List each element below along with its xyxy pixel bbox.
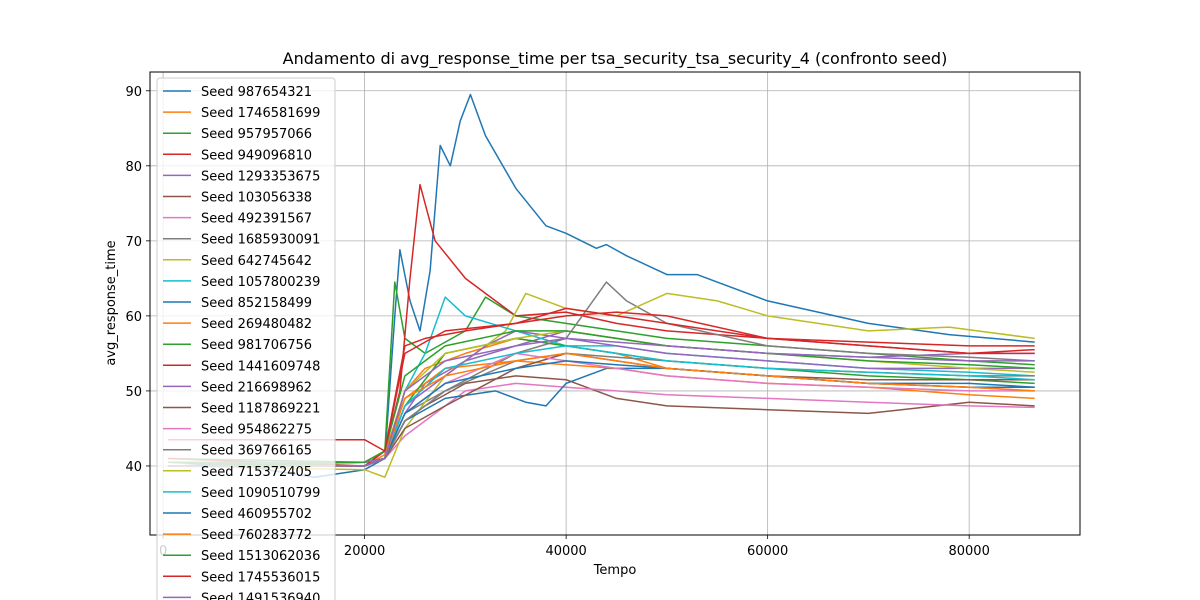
y-tick-label: 80 bbox=[125, 160, 142, 175]
series-lines bbox=[168, 93, 1035, 478]
series-line bbox=[168, 307, 1035, 452]
legend-entry: Seed 1293353675 bbox=[201, 169, 320, 184]
y-axis-label: avg_response_time bbox=[104, 240, 119, 365]
legend-entry: Seed 1090510799 bbox=[201, 486, 320, 501]
legend-entry: Seed 1746581699 bbox=[201, 106, 320, 121]
legend-entry: Seed 103056338 bbox=[201, 191, 312, 206]
legend-entry: Seed 492391567 bbox=[201, 212, 312, 227]
y-axis: 40 50 60 70 80 90 bbox=[125, 85, 150, 475]
legend-entry: Seed 1491536940 bbox=[201, 591, 320, 600]
legend-entry: Seed 949096810 bbox=[201, 148, 312, 163]
legend-box bbox=[156, 77, 336, 600]
legend-entry: Seed 954862275 bbox=[201, 423, 312, 438]
y-tick-label: 90 bbox=[125, 85, 142, 100]
x-tick-label: 60000 bbox=[747, 544, 788, 559]
x-axis: 020000400006000080000 bbox=[159, 535, 990, 559]
y-tick-label: 40 bbox=[125, 460, 142, 475]
legend-entry: Seed 269480482 bbox=[201, 317, 312, 332]
legend-entry: Seed 987654321 bbox=[201, 85, 312, 100]
legend-entry: Seed 642745642 bbox=[201, 254, 312, 269]
legend-entry: Seed 852158499 bbox=[201, 296, 312, 311]
plot-frame bbox=[149, 71, 1081, 536]
x-axis-label: Tempo bbox=[593, 563, 637, 578]
series-line bbox=[168, 93, 1035, 478]
legend-entry: Seed 1187869221 bbox=[201, 402, 320, 417]
x-tick-label: 20000 bbox=[344, 544, 385, 559]
legend-entry: Seed 1441609748 bbox=[201, 359, 320, 374]
legend-entry: Seed 1685930091 bbox=[201, 233, 320, 248]
x-tick-label: 40000 bbox=[545, 544, 586, 559]
legend-entry: Seed 369766165 bbox=[201, 444, 312, 459]
legend-entry: Seed 715372405 bbox=[201, 465, 312, 480]
y-tick-label: 70 bbox=[125, 235, 142, 250]
legend: Seed 987654321 Seed 1746581699 Seed 957957… bbox=[156, 77, 336, 600]
series-line bbox=[168, 337, 1035, 467]
legend-entry: Seed 1057800239 bbox=[201, 275, 320, 290]
legend-entry: Seed 957957066 bbox=[201, 127, 312, 142]
legend-entry: Seed 1513062036 bbox=[201, 549, 320, 564]
legend-entry: Seed 760283772 bbox=[201, 528, 312, 543]
legend-entry: Seed 1745536015 bbox=[201, 570, 320, 585]
legend-entry: Seed 460955702 bbox=[201, 507, 312, 522]
chart-title: Andamento di avg_response_time per tsa_s… bbox=[283, 49, 948, 69]
y-tick-label: 50 bbox=[125, 385, 142, 400]
y-tick-label: 60 bbox=[125, 310, 142, 325]
legend-entry: Seed 981706756 bbox=[201, 338, 312, 353]
x-tick-label: 80000 bbox=[948, 544, 989, 559]
legend-entry: Seed 216698962 bbox=[201, 380, 312, 395]
